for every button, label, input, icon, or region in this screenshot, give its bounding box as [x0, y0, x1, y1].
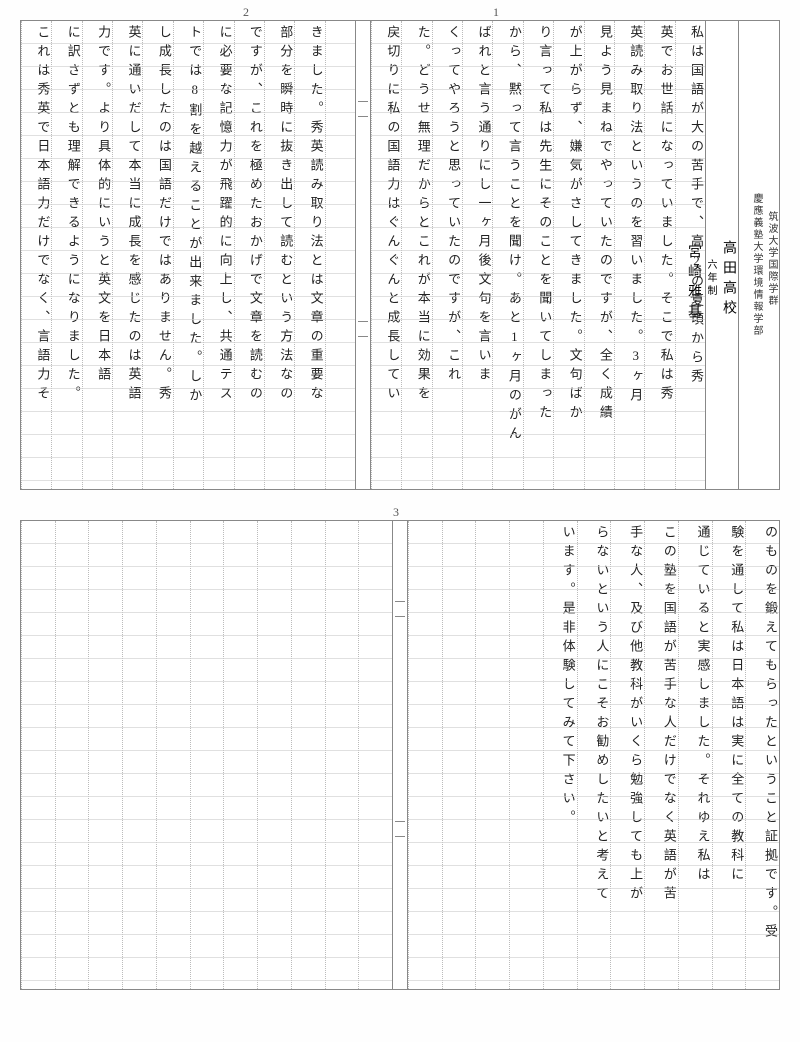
center-spine-2 — [392, 521, 408, 989]
text-column — [475, 521, 509, 989]
text-column: り言って私は先生にそのことを聞いてしまった — [523, 21, 553, 489]
text-column: に訳さずとも理解できるようになりました。 — [51, 21, 81, 489]
manuscript-sheet-1: 1 2 筑波大学国際学群 慶應義塾大学環境情報学部 高田高校 六年制 宮崎雅基 … — [20, 20, 780, 490]
text-column: います。是非体験してみて下さい。 — [543, 521, 577, 989]
right-half-2: のものを鍛えてもらったということ証拠です。受 験を通して私は日本語は実に全ての教… — [408, 521, 779, 989]
text-column: し成長したのは国語だけではありません。秀 — [142, 21, 172, 489]
text-column — [325, 521, 359, 989]
text-column: トでは8割を越えることが出来ました。しか — [173, 21, 203, 489]
text-column: 英でお世話になっていました。そこで私は秀 — [644, 21, 674, 489]
text-column: に必要な記憶力が飛躍的に向上し、共通テス — [203, 21, 233, 489]
text-column — [358, 521, 392, 989]
text-column — [257, 521, 291, 989]
text-column: これは秀英で日本語力だけでなく、言語力そ — [21, 21, 51, 489]
univ-1-label: 筑波大学国際学群 — [764, 211, 779, 307]
text-column: らないという人にこそお勧めしたいと考えて — [577, 521, 611, 989]
title-column: 高田高校 六年制 宮崎雅基 — [705, 21, 738, 489]
page-number-3: 3 — [393, 505, 399, 520]
text-column — [55, 521, 89, 989]
text-column — [509, 521, 543, 989]
text-column — [442, 521, 476, 989]
text-column: から、黙って言うことを聞け。あと1ヶ月のがん — [492, 21, 522, 489]
text-column: 英読み取り法というのを習いました。3ヶ月 — [614, 21, 644, 489]
text-column: 手な人、及び他教科がいくら勉強しても上が — [610, 521, 644, 989]
text-column — [156, 521, 190, 989]
school-name: 高田高校 — [718, 230, 738, 320]
text-column: ですが、これを極めたおかげで文章を読むの — [234, 21, 264, 489]
text-column: この塾を国語が苦手な人だけでなく英語が苦 — [644, 521, 678, 989]
text-column: 力です。より具体的にいうと英文を日本語 — [82, 21, 112, 489]
text-column — [223, 521, 257, 989]
text-column — [122, 521, 156, 989]
text-column: が上がらず、嫌気がさしてきました。文句ばか — [553, 21, 583, 489]
text-column — [88, 521, 122, 989]
text-column: のものを鍛えてもらったということ証拠です。受 — [745, 521, 779, 989]
text-column: 部分を瞬時に抜き出して読むという方法なの — [264, 21, 294, 489]
text-column — [325, 21, 355, 489]
text-column: 英に通いだして本当に成長を感じたのは英語 — [112, 21, 142, 489]
text-column — [291, 521, 325, 989]
text-column: 戻切りに私の国語力はぐんぐんと成長してい — [371, 21, 401, 489]
text-column — [408, 521, 442, 989]
text-column: 通じていると実感しました。それゆえ私は — [678, 521, 712, 989]
center-spine — [355, 21, 371, 489]
text-column — [21, 521, 55, 989]
text-column: ばれと言う通りにし一ヶ月後文句を言いま — [462, 21, 492, 489]
page-number-2: 2 — [243, 5, 249, 20]
right-half: 私は国語が大の苦手で、高2の夏頃から秀 英でお世話になっていました。そこで私は秀… — [371, 21, 705, 489]
manuscript-sheet-2: 3 のものを鍛えてもらったということ証拠です。受 験を通して私は日本語は実に全て… — [20, 520, 780, 990]
text-column: た。どうせ無理だからとこれが本当に効果を — [401, 21, 431, 489]
univ-2-label: 慶應義塾大学環境情報学部 — [749, 193, 764, 337]
grade-label: 六年制 — [703, 259, 718, 298]
text-column: きました。秀英読み取り法とは文章の重要な — [294, 21, 324, 489]
text-column: 験を通して私は日本語は実に全ての教科に — [712, 521, 746, 989]
text-column — [190, 521, 224, 989]
left-half: きました。秀英読み取り法とは文章の重要な 部分を瞬時に抜き出して読むという方法な… — [21, 21, 355, 489]
text-column: くってやろうと思っていたのですが、これ — [432, 21, 462, 489]
left-half-2 — [21, 521, 392, 989]
text-column: 私は国語が大の苦手で、高2の夏頃から秀 — [675, 21, 705, 489]
header-column: 筑波大学国際学群 慶應義塾大学環境情報学部 — [738, 21, 779, 489]
text-column: 見よう見まねでやっていたのですが、全く成績 — [584, 21, 614, 489]
page-number-1: 1 — [493, 5, 499, 20]
